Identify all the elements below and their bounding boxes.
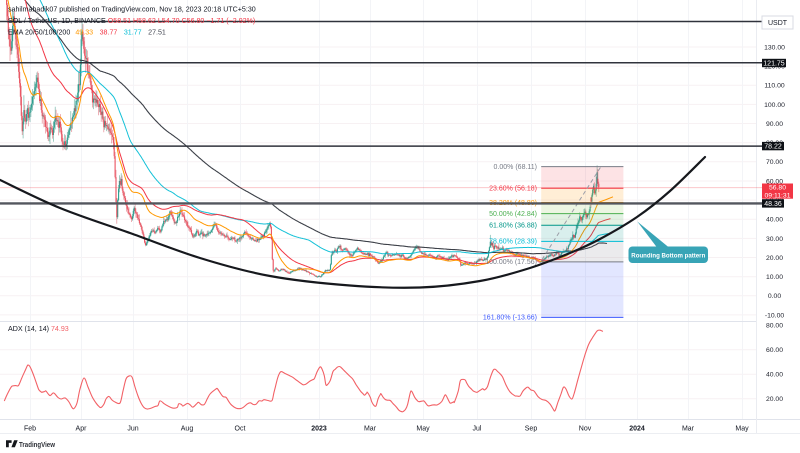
svg-text:ADX (14, 14) 74.93: ADX (14, 14) 74.93	[8, 325, 69, 333]
svg-text:May: May	[416, 426, 430, 433]
svg-text:20.00: 20.00	[766, 255, 783, 262]
svg-text:09:11:31: 09:11:31	[765, 192, 791, 199]
svg-text:40.00: 40.00	[766, 217, 783, 224]
svg-text:70.00: 70.00	[766, 159, 783, 166]
svg-text:Mar: Mar	[364, 426, 377, 433]
svg-text:SOL / TetherUS, 1D, BINANCE O5: SOL / TetherUS, 1D, BINANCE O58.51 H58.6…	[8, 17, 255, 25]
svg-text:100.00% (17.56): 100.00% (17.56)	[485, 259, 537, 266]
svg-text:130.00: 130.00	[764, 44, 785, 51]
svg-text:Jun: Jun	[127, 426, 138, 433]
svg-text:90.00: 90.00	[766, 121, 783, 128]
svg-text:2023: 2023	[311, 426, 327, 433]
svg-text:161.80% (-13.66): 161.80% (-13.66)	[483, 315, 537, 322]
svg-text:60.00: 60.00	[766, 347, 783, 354]
svg-text:78.60% (28.39): 78.60% (28.39)	[489, 239, 537, 246]
svg-text:60.00: 60.00	[766, 178, 783, 185]
svg-text:Aug: Aug	[181, 426, 194, 433]
svg-text:100.00: 100.00	[764, 102, 785, 109]
svg-text:61.80% (36.88): 61.80% (36.88)	[489, 223, 537, 230]
svg-text:May: May	[735, 426, 749, 433]
svg-text:Feb: Feb	[24, 426, 36, 433]
svg-text:0.00: 0.00	[768, 293, 781, 300]
svg-text:Apr: Apr	[76, 426, 88, 433]
svg-text:30.00: 30.00	[766, 236, 783, 243]
svg-text:80.00: 80.00	[766, 323, 783, 330]
svg-text:Nov: Nov	[579, 426, 592, 433]
svg-text:USDT: USDT	[768, 20, 788, 27]
svg-text:40.00: 40.00	[766, 372, 783, 379]
svg-text:10.00: 10.00	[766, 274, 783, 281]
svg-text:Sep: Sep	[525, 426, 538, 433]
svg-text:-10.00: -10.00	[765, 312, 784, 319]
svg-text:110.00: 110.00	[764, 83, 785, 90]
svg-text:78.22: 78.22	[764, 144, 782, 151]
svg-text:0.00% (68.11): 0.00% (68.11)	[494, 164, 537, 171]
svg-text:Oct: Oct	[235, 426, 246, 433]
svg-text:2024: 2024	[629, 426, 645, 433]
svg-text:121.75: 121.75	[763, 60, 785, 67]
svg-text:23.60% (56.18): 23.60% (56.18)	[489, 186, 537, 193]
svg-text:sahilmahadik07 published on Tr: sahilmahadik07 published on TradingView.…	[8, 6, 256, 14]
svg-text:48.36: 48.36	[764, 201, 782, 208]
svg-text:TradingView: TradingView	[19, 440, 55, 449]
svg-text:Mar: Mar	[682, 426, 695, 433]
svg-text:Rounding Bottom pattern: Rounding Bottom pattern	[631, 252, 705, 259]
svg-text:20.00: 20.00	[766, 396, 783, 403]
svg-text:50.00% (42.84): 50.00% (42.84)	[489, 211, 537, 218]
svg-text:56.80: 56.80	[769, 185, 786, 192]
svg-text:Jul: Jul	[473, 426, 482, 433]
